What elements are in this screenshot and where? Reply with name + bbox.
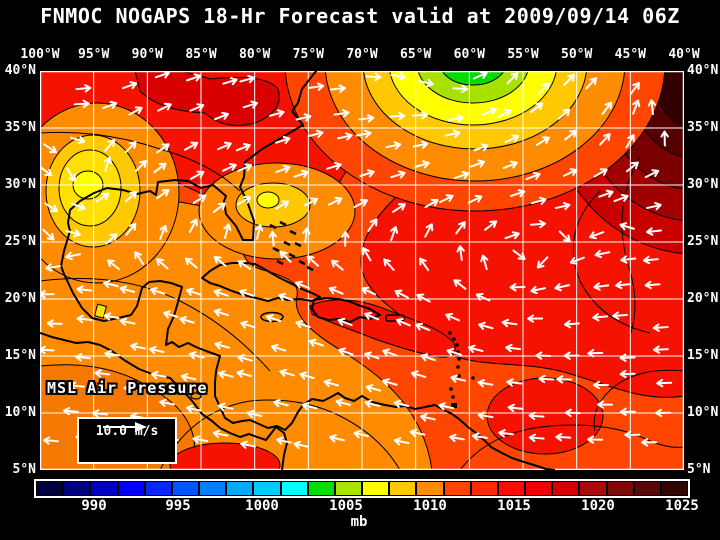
colorbar-tick-label: 1005 (329, 498, 363, 514)
colorbar-cell (145, 482, 171, 495)
colorbar-cell (526, 482, 552, 495)
colorbar-cell (444, 482, 470, 495)
colorbar-tick-label: 1015 (497, 498, 531, 514)
lon-tick-label: 100°W (20, 47, 60, 62)
lat-tick-label: 10°N (4, 405, 36, 420)
colorbar-tick-label: 1000 (245, 498, 279, 514)
colorbar-cell (91, 482, 117, 495)
weather-map-canvas: MSL Air Pressure 10.0 m/s (40, 71, 684, 470)
colorbar-tick-label: 990 (81, 498, 107, 514)
lon-tick-label: 50°W (561, 47, 593, 62)
colorbar-tick-label: 1010 (413, 498, 447, 514)
colorbar-cell (390, 482, 416, 495)
lon-tick-label: 90°W (131, 47, 163, 62)
colorbar-cell (37, 482, 63, 495)
colorbar-cell (661, 482, 688, 495)
lat-tick-label: 25°N (687, 234, 719, 249)
colorbar-cell (498, 482, 525, 495)
colorbar-cell (607, 482, 633, 495)
pressure-field-plot (40, 71, 684, 470)
colorbar-tick-label: 995 (165, 498, 191, 514)
lat-tick-label: 5°N (687, 462, 711, 477)
colorbar-cell (580, 482, 606, 495)
lon-tick-label: 80°W (239, 47, 271, 62)
lat-tick-label: 25°N (4, 234, 36, 249)
lat-tick-label: 35°N (687, 120, 719, 135)
lat-tick-label: 30°N (4, 177, 36, 192)
colorbar-cell (335, 482, 362, 495)
colorbar-cell (417, 482, 443, 495)
lon-tick-label: 70°W (346, 47, 378, 62)
colorbar-cell (281, 482, 307, 495)
wind-speed-legend: 10.0 m/s (77, 417, 177, 464)
lon-tick-label: 45°W (614, 47, 646, 62)
lon-tick-label: 60°W (453, 47, 485, 62)
lon-tick-label: 95°W (78, 47, 110, 62)
colorbar-tick-label: 1025 (665, 498, 699, 514)
colorbar-cell (553, 482, 579, 495)
lat-tick-label: 5°N (12, 462, 36, 477)
colorbar-cell (227, 482, 253, 495)
colorbar-cell (254, 482, 280, 495)
lat-tick-label: 20°N (4, 291, 36, 306)
lat-tick-label: 40°N (4, 63, 36, 78)
colorbar-cell (308, 482, 334, 495)
lon-tick-label: 40°W (668, 47, 700, 62)
colorbar-tick-label: 1020 (581, 498, 615, 514)
colorbar-unit: mb (350, 514, 368, 530)
lat-tick-label: 20°N (687, 291, 719, 306)
field-label: MSL Air Pressure (47, 379, 208, 397)
colorbar-cell (118, 482, 144, 495)
page-title: FNMOC NOGAPS 18-Hr Forecast valid at 200… (40, 4, 680, 28)
lon-tick-label: 75°W (292, 47, 324, 62)
colorbar-cell (634, 482, 660, 495)
lat-tick-label: 15°N (4, 348, 36, 363)
lon-tick-label: 55°W (507, 47, 539, 62)
pressure-colorbar (34, 479, 690, 498)
lat-tick-label: 35°N (4, 120, 36, 135)
colorbar-cell (363, 482, 389, 495)
lat-tick-label: 10°N (687, 405, 719, 420)
lon-tick-label: 85°W (185, 47, 217, 62)
lon-tick-label: 65°W (400, 47, 432, 62)
wind-scale-arrow-icon (103, 422, 147, 432)
lat-tick-label: 30°N (687, 177, 719, 192)
lat-tick-label: 15°N (687, 348, 719, 363)
colorbar-cell (200, 482, 226, 495)
lat-tick-label: 40°N (687, 63, 719, 78)
colorbar-cell (471, 482, 497, 495)
colorbar-cell (64, 482, 90, 495)
colorbar-cell (172, 482, 199, 495)
